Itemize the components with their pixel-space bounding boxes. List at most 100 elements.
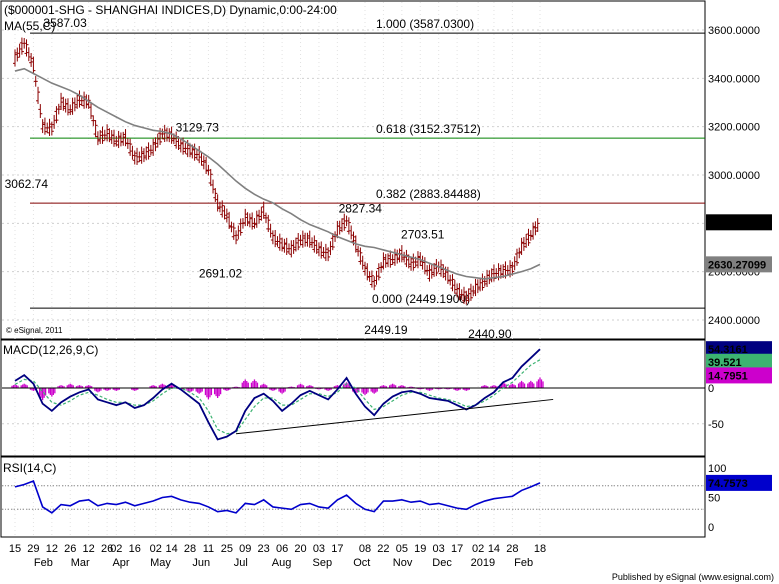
value-box [706,214,772,231]
x-day-label: 11 [203,543,214,555]
rsi-line [14,479,541,514]
footer-credit: Published by eSignal (www.esignal.com) [612,572,774,582]
rsi-tick-label: 100 [708,463,726,475]
x-day-label: 03 [313,543,325,555]
price-annotation: 2827.34 [339,202,383,216]
x-month-label: Jul [234,557,248,569]
x-month-label: Feb [514,557,533,569]
x-day-label: 09 [239,543,251,555]
x-day-label: 06 [276,543,288,555]
macd-title: MACD(12,26,9,C) [3,343,98,357]
price-tick-label: 3200.0000 [708,122,760,134]
price-axis: 3600.00003400.00003200.00003000.00002800… [708,25,760,327]
x-day-label: 18 [534,543,546,555]
x-day-label: 26 [101,543,113,555]
price-annotations: 3587.03 3062.74 3129.73 2691.02 2827.34 2703.… [5,16,512,341]
x-month-label: Nov [393,557,413,569]
x-day-label: 14 [165,543,177,555]
ma-line [14,67,541,280]
price-tick-label: 2400.0000 [708,315,760,327]
price-annotation: 2440.90 [468,327,512,341]
value-box-label: 2804.2263 [708,217,760,229]
x-month-label: Feb [34,557,53,569]
value-box [706,474,772,491]
value-box-label: 39.521 [708,357,742,369]
x-day-label: 12 [83,543,95,555]
x-month-label: Apr [112,557,129,569]
x-day-label: 16 [129,543,141,555]
price-annotation: 2691.02 [199,267,243,281]
x-day-label: 03 [433,543,445,555]
price-tick-label: 3400.0000 [708,73,760,85]
price-tick-label: 3600.0000 [708,25,760,37]
x-month-label: Jun [192,557,210,569]
x-month-label: Sep [313,557,333,569]
fib-label: 0.000 (2449.1900) [372,292,470,306]
macd-tick-label: 0 [708,383,714,395]
x-day-label: 26 [64,543,76,555]
x-day-label: 12 [46,543,58,555]
value-box-label: 2630.27099 [708,259,766,271]
price-annotation: 3129.73 [176,121,220,135]
x-day-label: 22 [377,543,389,555]
price-bars [13,37,540,305]
x-day-label: 14 [488,543,500,555]
fib-label: 1.000 (3587.0300) [376,17,474,31]
fib-levels: 1.000 (3587.0300) 0.618 (3152.37512) 0.382… [30,17,705,309]
macd-trendline [235,398,554,435]
ma-label: MA(55,C) [4,19,55,33]
x-day-label: 28 [184,543,196,555]
rsi-panel-frame [0,456,706,538]
fib-label: 0.618 (3152.37512) [376,122,481,136]
x-day-label: 08 [359,543,371,555]
value-box-label: 74.7573 [708,478,748,490]
rsi-tick-label: 0 [708,522,714,534]
macd-tick-label: -50 [708,419,724,431]
macd-line [14,348,541,441]
x-day-label: 19 [414,543,426,555]
price-annotation: 2703.51 [401,228,445,242]
value-box-label: 54.3161 [708,344,748,356]
macd-axis: 0 -50 [708,383,724,431]
x-day-label: 02 [110,543,122,555]
x-day-label: 23 [258,543,270,555]
x-day-label: 02 [472,543,484,555]
x-month-label: Mar [71,557,90,569]
x-day-label: 17 [451,543,463,555]
chart-title: ($000001-SHG - SHANGHAI INDICES,D) Dynam… [4,3,337,17]
rsi-axis: 100 50 0 [708,463,726,534]
value-box [706,341,772,358]
x-day-label: 15 [9,543,21,555]
price-annotation: 3062.74 [5,177,49,191]
x-day-label: 28 [506,543,518,555]
value-box-label: 14.7951 [708,370,748,382]
moving-average: MA(55,C) [4,19,541,280]
price-panel-frame [0,0,706,340]
price-tick-label: 3000.0000 [708,170,760,182]
fib-label: 0.382 (2883.84488) [376,187,481,201]
macd-panel-frame [0,339,706,457]
price-annotation: 3587.03 [43,16,87,30]
x-day-label: 17 [331,543,343,555]
rsi-title: RSI(14,C) [3,461,56,475]
x-day-label: 25 [221,543,233,555]
x-day-label: 20 [294,543,306,555]
price-annotation: 2449.19 [364,323,408,337]
x-month-label: Aug [272,557,292,569]
x-month-label: Oct [353,557,370,569]
x-day-label: 02 [150,543,162,555]
x-day-label: 29 [27,543,39,555]
macd-series [2,348,705,441]
rsi-tick-label: 50 [708,493,720,505]
value-box [706,367,772,384]
x-month-label: Dec [432,557,452,569]
macd-signal-line [14,359,541,435]
x-month-label: 2019 [471,557,495,569]
watermark: © eSignal, 2011 [6,326,63,335]
x-day-label: 05 [396,543,408,555]
value-box [706,256,772,273]
value-box [706,353,772,370]
